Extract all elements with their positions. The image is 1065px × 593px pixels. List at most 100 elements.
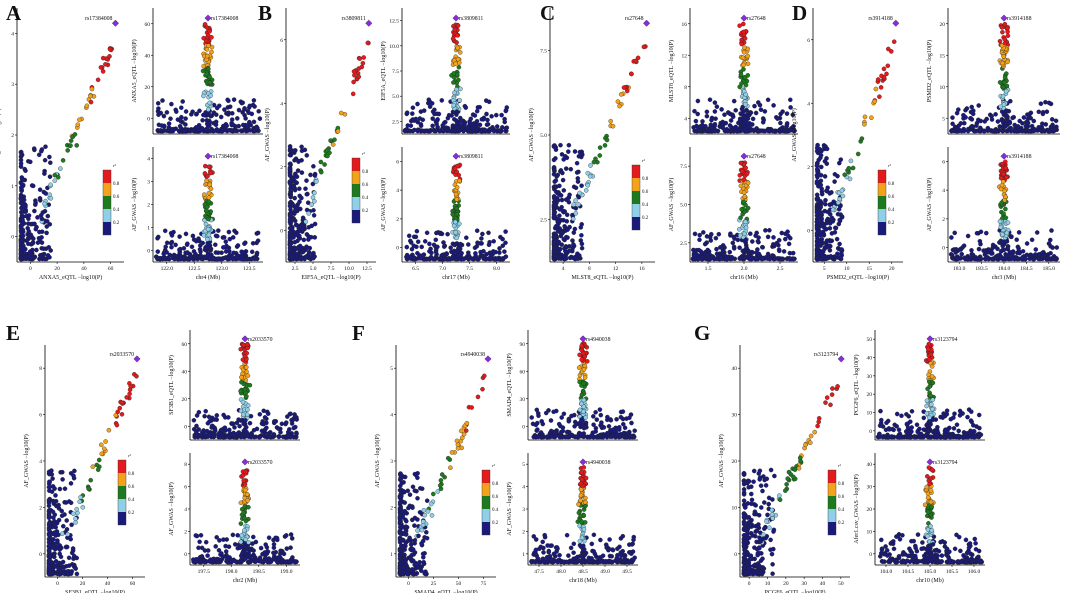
legend-level-label: 0.6 bbox=[642, 190, 649, 195]
gwas-point bbox=[223, 239, 229, 244]
scatter-point bbox=[68, 481, 74, 486]
eqtl-point bbox=[976, 103, 981, 108]
scatter-x-tick-label: 20 bbox=[80, 581, 86, 587]
scatter-point bbox=[357, 56, 363, 61]
legend-title: r² bbox=[888, 163, 891, 168]
scatter-point bbox=[566, 142, 572, 148]
scatter-point bbox=[21, 203, 26, 209]
gwas-point bbox=[1004, 230, 1010, 236]
legend-swatch bbox=[352, 197, 360, 210]
scatter-point bbox=[37, 196, 43, 201]
eqtl-point bbox=[196, 127, 202, 133]
lead-snp-label: rs3809811 bbox=[459, 154, 483, 160]
scatter-point bbox=[293, 148, 298, 153]
gwas-point bbox=[1003, 206, 1008, 212]
eqtl-y-tick-label: 10.0 bbox=[389, 44, 399, 50]
scatter-point bbox=[23, 209, 29, 214]
gwas-point bbox=[472, 245, 478, 251]
scatter-point bbox=[300, 222, 305, 228]
gwas-point bbox=[720, 251, 726, 257]
eqtl-point bbox=[762, 109, 768, 114]
scatter-point bbox=[309, 223, 314, 229]
scatter-point bbox=[299, 144, 304, 150]
scatter-x-axis-title: ANXA5_eQTL −log10(P) bbox=[39, 274, 102, 281]
eqtl-point bbox=[207, 80, 213, 85]
eqtl-y-axis-title: EIF5A_eQTL −log10(P) bbox=[380, 41, 387, 100]
scatter-point bbox=[75, 510, 80, 516]
scatter-point bbox=[332, 137, 337, 142]
lead-snp-label: rs27648 bbox=[625, 16, 644, 22]
scatter-point bbox=[552, 253, 557, 259]
eqtl-point bbox=[502, 119, 507, 125]
eqtl-point bbox=[741, 62, 746, 68]
scatter-point bbox=[299, 148, 305, 154]
eqtl-point bbox=[160, 98, 165, 103]
eqtl-point bbox=[1025, 120, 1031, 126]
lead-snp-marker bbox=[643, 19, 651, 27]
scatter-point bbox=[573, 198, 578, 203]
scatter-point bbox=[55, 538, 60, 543]
gwas-point bbox=[783, 236, 788, 242]
scatter-point bbox=[37, 229, 42, 235]
legend-swatch bbox=[352, 171, 360, 184]
eqtl-point bbox=[741, 29, 746, 35]
eqtl-y-tick-label: 60 bbox=[182, 342, 188, 348]
eqtl-point bbox=[784, 128, 789, 134]
scatter-point bbox=[47, 559, 52, 565]
gwas-point bbox=[718, 245, 723, 250]
eqtl-point bbox=[245, 373, 251, 378]
gwas-point bbox=[458, 241, 463, 247]
legend-level-label: 0.8 bbox=[642, 177, 649, 182]
eqtl-point bbox=[226, 110, 231, 115]
scatter-point bbox=[562, 209, 567, 214]
eqtl-point bbox=[204, 428, 210, 434]
gwas-point bbox=[239, 553, 244, 558]
eqtl-point bbox=[440, 127, 445, 132]
gwas-point bbox=[250, 256, 255, 261]
scatter-point bbox=[822, 245, 828, 250]
gwas-point bbox=[223, 549, 229, 554]
scatter-point bbox=[57, 560, 62, 566]
scatter-point bbox=[42, 256, 47, 262]
eqtl-point bbox=[451, 71, 457, 76]
scatter-point bbox=[88, 93, 93, 99]
gwas-point bbox=[1016, 246, 1021, 251]
eqtl-point bbox=[224, 123, 229, 129]
gwas-point bbox=[749, 256, 754, 262]
scatter-point bbox=[47, 497, 53, 503]
gwas-point bbox=[177, 234, 182, 239]
scatter-point bbox=[579, 183, 584, 188]
gwas-point bbox=[441, 240, 446, 245]
scatter-point bbox=[848, 158, 854, 164]
scatter-point bbox=[47, 479, 52, 485]
scatter-y-tick-label: 1 bbox=[390, 552, 393, 558]
gwas-point bbox=[244, 256, 250, 262]
scatter-point bbox=[89, 86, 95, 92]
gwas-point bbox=[1048, 244, 1053, 249]
gwas-point bbox=[969, 252, 975, 257]
scatter-point bbox=[557, 226, 562, 231]
scatter-point bbox=[295, 168, 301, 173]
lead-snp-label: rs17384008 bbox=[211, 16, 238, 22]
eqtl-point bbox=[239, 375, 244, 380]
gwas-point bbox=[238, 500, 244, 506]
gwas-point bbox=[169, 244, 174, 250]
scatter-point bbox=[312, 254, 317, 259]
gwas-point bbox=[498, 234, 503, 240]
panel-letter-A: A bbox=[6, 1, 22, 25]
panel-E-ld-legend: r²0.80.60.40.2 bbox=[117, 453, 135, 526]
scatter-point bbox=[52, 178, 58, 183]
eqtl-point bbox=[484, 111, 489, 117]
scatter-point bbox=[624, 88, 630, 94]
eqtl-point bbox=[1046, 100, 1052, 106]
scatter-point bbox=[552, 184, 557, 189]
gwas-point bbox=[742, 254, 748, 259]
scatter-point bbox=[51, 515, 56, 520]
eqtl-point bbox=[1003, 124, 1008, 129]
gwas-point bbox=[744, 171, 750, 177]
legend-title: r² bbox=[113, 163, 116, 168]
gwas-point bbox=[278, 548, 283, 554]
gwas-point bbox=[199, 554, 205, 559]
gwas-point bbox=[283, 559, 288, 565]
